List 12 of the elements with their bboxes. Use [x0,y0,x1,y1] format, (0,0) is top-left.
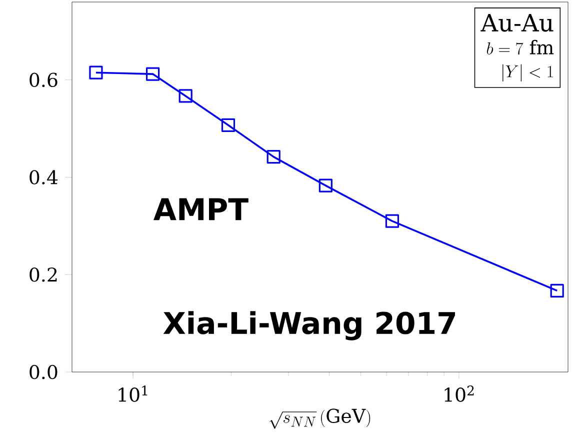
y-tick-label: 0.6 [30,72,58,88]
y-tick-label: 0.0 [30,364,58,380]
x-axis-title: $\sqrt{s_{NN}}\,(\mathrm{GeV})$ [270,408,370,429]
x-tick-label: 10$^{1}$ [118,386,148,402]
annotation: $b=7\ \mathrm{fm}$ [486,40,554,55]
y-tick-label: 0.4 [30,170,58,184]
annotation: $|Y|<1$ [502,64,553,82]
y-tick-label: 0.2 [30,267,57,282]
annotation: AMPT [154,198,248,220]
x-tick-label: 10$^{2}$ [444,386,474,402]
annotation: Xia-Li-Wang 2017 [163,311,456,340]
annotation: $\mathrm{Au\text{-}Au}$ [480,14,554,32]
